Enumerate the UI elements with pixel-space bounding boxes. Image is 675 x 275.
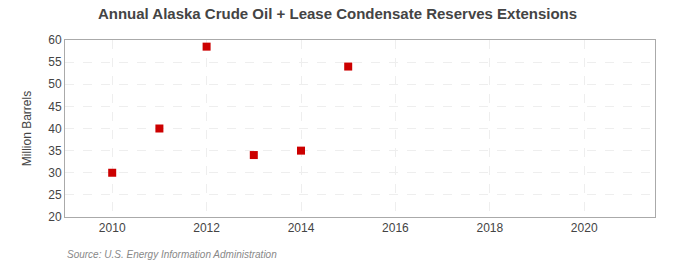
svg-text:2010: 2010 — [99, 221, 126, 235]
svg-text:2020: 2020 — [571, 221, 598, 235]
svg-text:45: 45 — [48, 100, 62, 114]
svg-text:2018: 2018 — [476, 221, 503, 235]
svg-text:2014: 2014 — [288, 221, 315, 235]
svg-text:Annual Alaska Crude Oil + Leas: Annual Alaska Crude Oil + Lease Condensa… — [98, 5, 577, 22]
svg-text:60: 60 — [48, 33, 62, 47]
svg-text:20: 20 — [48, 210, 62, 224]
svg-text:55: 55 — [48, 55, 62, 69]
svg-text:25: 25 — [48, 188, 62, 202]
svg-text:Million Barrels: Million Barrels — [20, 91, 34, 166]
svg-text:2016: 2016 — [382, 221, 409, 235]
svg-text:40: 40 — [48, 122, 62, 136]
svg-text:Source: U.S. Energy Informatio: Source: U.S. Energy Information Administ… — [67, 249, 277, 260]
svg-text:35: 35 — [48, 144, 62, 158]
svg-text:50: 50 — [48, 77, 62, 91]
svg-text:30: 30 — [48, 166, 62, 180]
svg-text:2012: 2012 — [193, 221, 220, 235]
